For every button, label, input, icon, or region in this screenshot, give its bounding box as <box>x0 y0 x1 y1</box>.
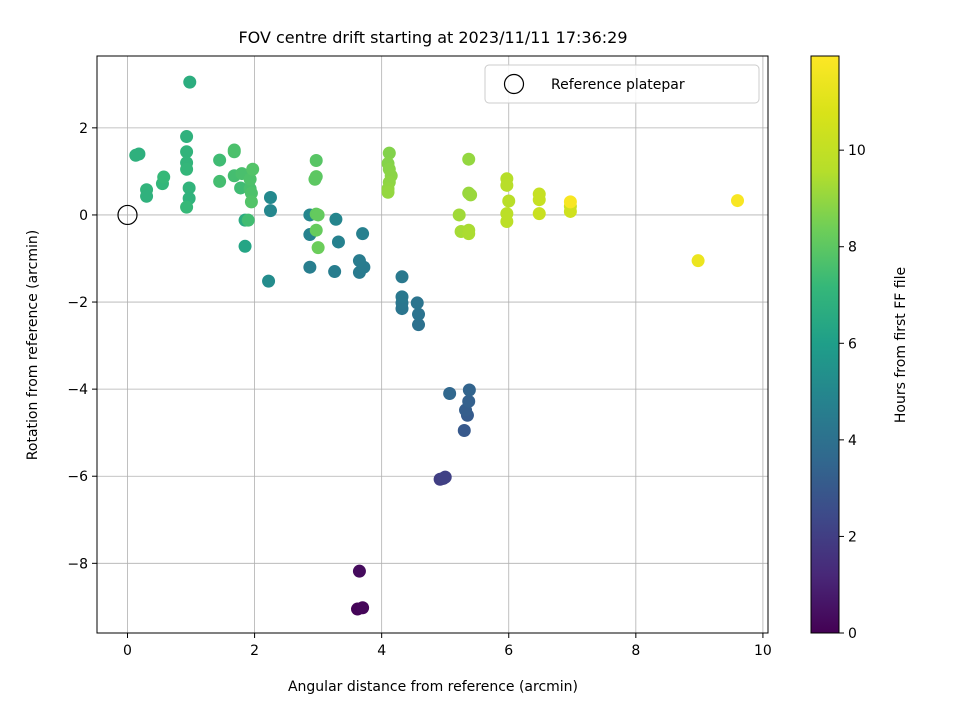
plot-frame <box>96 55 769 634</box>
y-tick-label: 2 <box>79 121 88 137</box>
data-point <box>238 239 252 253</box>
data-point <box>303 260 317 274</box>
x-tick-label: 10 <box>754 643 772 659</box>
colorbar-tick-label: 10 <box>848 143 866 159</box>
data-point <box>331 235 345 249</box>
colorbar-tick-label: 0 <box>848 626 857 642</box>
colorbar-tick-label: 4 <box>848 433 857 449</box>
x-axis-ticks: 0 2 4 6 8 10 <box>123 633 772 659</box>
colorbar-ticks: 0 2 4 6 8 10 <box>839 143 866 642</box>
data-point <box>140 189 154 203</box>
data-point <box>462 227 476 241</box>
data-point <box>309 223 323 237</box>
data-point <box>412 307 426 321</box>
data-point <box>731 194 744 208</box>
reference-platepar-point <box>117 204 138 226</box>
data-point <box>213 153 227 167</box>
data-point <box>395 290 409 304</box>
colorbar: 0 2 4 6 8 10 Hours from first FF file <box>810 55 909 642</box>
data-point <box>213 174 227 188</box>
legend-box <box>484 64 760 104</box>
x-tick-label: 4 <box>377 643 386 659</box>
x-tick-label: 6 <box>504 643 513 659</box>
legend: Reference platepar <box>484 64 760 104</box>
data-point <box>234 181 248 195</box>
data-point <box>462 152 476 166</box>
reference-marker <box>117 204 138 226</box>
x-tick-label: 2 <box>250 643 259 659</box>
data-point <box>356 227 370 241</box>
y-tick-label: −2 <box>67 295 88 311</box>
y-axis-ticks: −8 −6 −4 −2 0 2 <box>67 121 97 572</box>
data-point <box>443 386 457 400</box>
data-point <box>227 143 241 157</box>
data-point <box>328 265 342 279</box>
data-point <box>412 318 426 332</box>
data-point <box>129 148 143 162</box>
data-point <box>311 208 325 222</box>
data-point <box>309 154 323 168</box>
data-point <box>352 254 366 268</box>
data-point <box>691 254 705 268</box>
colorbar-tick-label: 2 <box>848 529 857 545</box>
data-point <box>244 195 258 209</box>
data-point <box>452 208 466 222</box>
colorbar-tick-label: 6 <box>848 336 857 352</box>
data-point <box>356 601 370 615</box>
data-point <box>563 204 577 218</box>
grid-lines <box>97 56 768 633</box>
data-point <box>243 172 257 186</box>
data-point <box>381 185 395 199</box>
y-tick-label: −4 <box>67 382 88 398</box>
data-point <box>329 212 343 226</box>
data-point <box>462 383 476 397</box>
data-point <box>395 270 409 284</box>
colorbar-label: Hours from first FF file <box>893 267 909 423</box>
data-point <box>180 130 194 144</box>
data-point <box>500 178 514 192</box>
data-point <box>308 172 322 186</box>
data-point <box>382 146 396 160</box>
data-point <box>183 75 197 89</box>
data-point <box>311 241 325 255</box>
colorbar-tick-label: 8 <box>848 240 857 256</box>
x-tick-label: 8 <box>631 643 640 659</box>
legend-marker-icon <box>503 73 525 95</box>
y-axis-label: Rotation from reference (arcmin) <box>25 230 41 460</box>
data-point <box>410 296 424 310</box>
data-point <box>241 213 255 227</box>
data-point <box>462 394 476 408</box>
legend-entry-reference: Reference platepar <box>551 77 685 93</box>
y-tick-label: −6 <box>67 469 88 485</box>
y-tick-label: −8 <box>67 556 88 572</box>
data-point <box>246 162 260 176</box>
data-point <box>157 170 171 184</box>
y-tick-label: 0 <box>79 208 88 224</box>
x-axis-label: Angular distance from reference (arcmin) <box>288 679 578 695</box>
data-point <box>180 200 194 214</box>
data-point <box>502 194 516 208</box>
x-tick-label: 0 <box>123 643 132 659</box>
data-point <box>263 204 277 218</box>
colorbar-gradient <box>810 55 840 634</box>
data-point <box>352 564 366 578</box>
data-point <box>500 214 514 228</box>
data-point <box>457 424 471 438</box>
data-point <box>438 470 452 484</box>
data-point <box>532 207 546 221</box>
scatter-points <box>129 75 744 616</box>
chart-title: FOV centre drift starting at 2023/11/11 … <box>238 28 627 47</box>
data-point <box>262 274 276 288</box>
data-point <box>464 188 478 202</box>
data-point <box>532 193 546 207</box>
data-point <box>263 191 277 205</box>
data-point <box>180 145 194 159</box>
data-point <box>180 162 194 176</box>
data-point <box>182 181 196 195</box>
data-point <box>563 195 577 209</box>
